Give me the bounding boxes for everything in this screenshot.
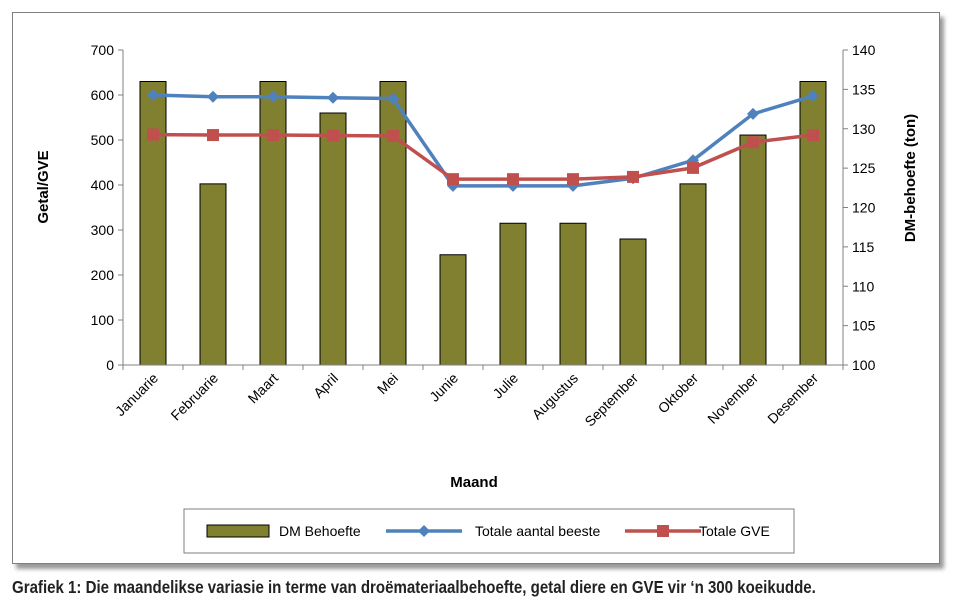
x-tick-label: Januarie xyxy=(112,370,161,419)
data-point xyxy=(267,129,279,142)
series-line xyxy=(152,93,814,188)
legend-label: Totale GVE xyxy=(699,523,770,539)
bar xyxy=(739,134,767,366)
x-tick-label: Desember xyxy=(764,370,821,427)
bar xyxy=(499,222,527,366)
y-tick-label: 200 xyxy=(91,267,115,283)
x-tick-label: Augustus xyxy=(529,370,582,423)
legend: DM Behoefte Totale aantal beeste Totale GV… xyxy=(183,508,795,554)
legend-label: DM Behoefte xyxy=(279,523,361,539)
data-point xyxy=(147,128,159,141)
data-point xyxy=(747,107,759,120)
axes xyxy=(118,49,848,370)
data-point xyxy=(207,129,219,142)
data-point xyxy=(687,161,699,174)
y2-tick-label: 140 xyxy=(852,42,876,58)
bar xyxy=(619,238,647,366)
data-point xyxy=(387,92,399,105)
bar xyxy=(199,183,227,366)
y2-tick-label: 105 xyxy=(852,318,876,334)
y2-tick-label: 130 xyxy=(852,121,876,137)
y-tick-label: 300 xyxy=(91,222,115,238)
x-axis-title: Maand xyxy=(450,474,498,491)
legend-marker xyxy=(418,525,430,537)
figure-caption: Grafiek 1: Die maandelikse variasie in t… xyxy=(12,577,816,597)
data-point xyxy=(207,90,219,103)
bar xyxy=(139,81,167,366)
bar xyxy=(559,222,587,366)
bar xyxy=(319,112,347,366)
bar-series xyxy=(139,81,827,366)
data-point xyxy=(807,129,819,142)
y2-tick-label: 110 xyxy=(852,278,875,294)
chart: 0 100 200 300 400 500 600 700 100 105 110 115 120 125… xyxy=(35,42,919,554)
data-point xyxy=(447,173,459,186)
bar xyxy=(679,183,707,366)
x-tick-label: Februarie xyxy=(167,370,221,424)
legend-swatch-bar xyxy=(206,524,270,538)
x-tick-label: Maart xyxy=(244,370,281,407)
y-tick-label: 600 xyxy=(91,87,115,103)
y-tick-label: 500 xyxy=(91,132,115,148)
y-tick-label: 100 xyxy=(91,312,115,328)
y2-axis-title: DM-behoefte (ton) xyxy=(902,114,919,242)
data-point xyxy=(627,170,639,183)
y-tick-label: 0 xyxy=(106,357,114,373)
y2-tick-label: 100 xyxy=(852,357,876,373)
data-point xyxy=(567,173,579,186)
x-tick-label: Mei xyxy=(374,370,401,397)
data-point xyxy=(327,129,339,142)
x-tick-label: September xyxy=(581,370,641,430)
bar xyxy=(379,81,407,366)
x-tick-label: Julie xyxy=(489,370,521,402)
series-line xyxy=(152,132,814,181)
data-point xyxy=(507,173,519,186)
data-point xyxy=(807,89,819,102)
y-axis-title: Getal/GVE xyxy=(35,150,52,223)
line-series xyxy=(147,89,819,192)
y2-tick-label: 120 xyxy=(852,200,876,216)
y-tick-label: 400 xyxy=(91,177,115,193)
data-point xyxy=(747,136,759,149)
x-tick-label: November xyxy=(704,370,761,427)
x-tick-label: Junie xyxy=(426,370,461,405)
x-tick-label: Oktober xyxy=(655,370,702,417)
bar xyxy=(439,254,467,366)
legend-label: Totale aantal beeste xyxy=(475,523,601,539)
data-point xyxy=(387,129,399,142)
data-point xyxy=(327,91,339,104)
data-point xyxy=(147,89,159,101)
bar xyxy=(799,81,827,366)
y2-tick-label: 135 xyxy=(852,81,876,97)
legend-marker xyxy=(657,525,669,537)
y2-tick-label: 115 xyxy=(852,239,875,255)
chart-frame: 0 100 200 300 400 500 600 700 100 105 110 115 120 125… xyxy=(12,12,940,564)
x-tick-label: April xyxy=(310,370,341,401)
y-tick-label: 700 xyxy=(91,42,115,58)
y2-tick-label: 125 xyxy=(852,160,876,176)
bar xyxy=(259,81,287,366)
data-point xyxy=(267,90,279,103)
